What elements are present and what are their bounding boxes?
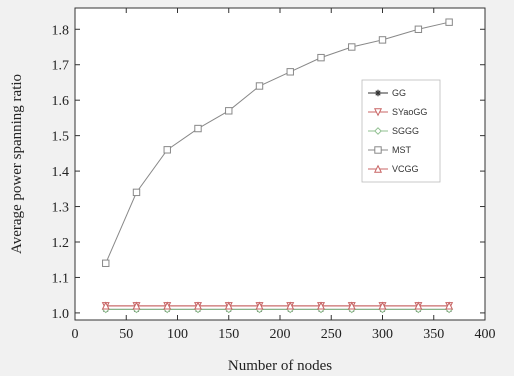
legend-marker-sggg [374,127,382,135]
legend-label-gg: GG [392,88,406,98]
data-point-vcgg [286,301,295,310]
data-point-mst [414,25,423,33]
legend-label-mst: MST [392,145,412,155]
data-point-mst [348,43,356,51]
y-tick-label: 1.1 [52,271,70,286]
y-tick-label: 1.8 [52,23,70,38]
data-point-mst [163,146,171,154]
data-point-vcgg [193,301,203,310]
y-tick-label: 1.5 [52,130,70,145]
data-point-mst [286,68,294,76]
series-line-mst [105,21,450,264]
legend-label-vcgg: VCGG [392,164,419,174]
y-tick-label: 1.3 [52,201,70,216]
data-point-mst [194,124,202,133]
legend-marker-vcgg [373,164,383,173]
y-tick-label: 1.7 [52,59,70,74]
y-tick-label: 1.4 [52,165,70,180]
x-tick-label: 400 [475,327,496,342]
legend-marker-syaogg [373,108,383,117]
legend-marker-gg [374,89,382,97]
x-tick-label: 150 [218,327,239,342]
x-tick-label: 250 [321,327,342,342]
data-point-vcgg [255,301,264,310]
x-tick-label: 350 [423,327,444,342]
data-point-mst [225,107,233,115]
data-point-mst [132,188,141,197]
x-axis-title: Number of nodes [228,358,332,374]
legend-label-sggg: SGGG [392,126,419,136]
data-point-vcgg [224,301,233,310]
y-axis-title: Average power spanning ratio [9,74,25,254]
y-tick-label: 1.6 [52,94,70,109]
x-tick-label: 50 [119,327,133,342]
data-point-mst [445,18,453,26]
data-point-mst [255,82,264,90]
legend-marker-mst [374,146,382,154]
legend-label-syaogg: SYaoGG [392,107,427,117]
y-tick-label: 1.2 [52,236,70,251]
x-tick-label: 300 [372,327,393,342]
data-point-vcgg [132,301,141,310]
data-point-vcgg [101,301,110,310]
data-point-vcgg [414,301,423,310]
data-point-vcgg [378,301,387,310]
x-tick-label: 0 [72,327,79,342]
data-point-vcgg [163,301,172,310]
data-point-mst [378,36,387,44]
x-tick-label: 100 [167,327,188,342]
data-point-mst [317,53,325,62]
data-point-vcgg [316,301,326,310]
y-tick-label: 1.0 [52,307,70,322]
x-tick-label: 200 [270,327,291,342]
data-point-vcgg [347,301,356,310]
data-point-vcgg [445,301,454,310]
data-point-mst [102,259,110,267]
